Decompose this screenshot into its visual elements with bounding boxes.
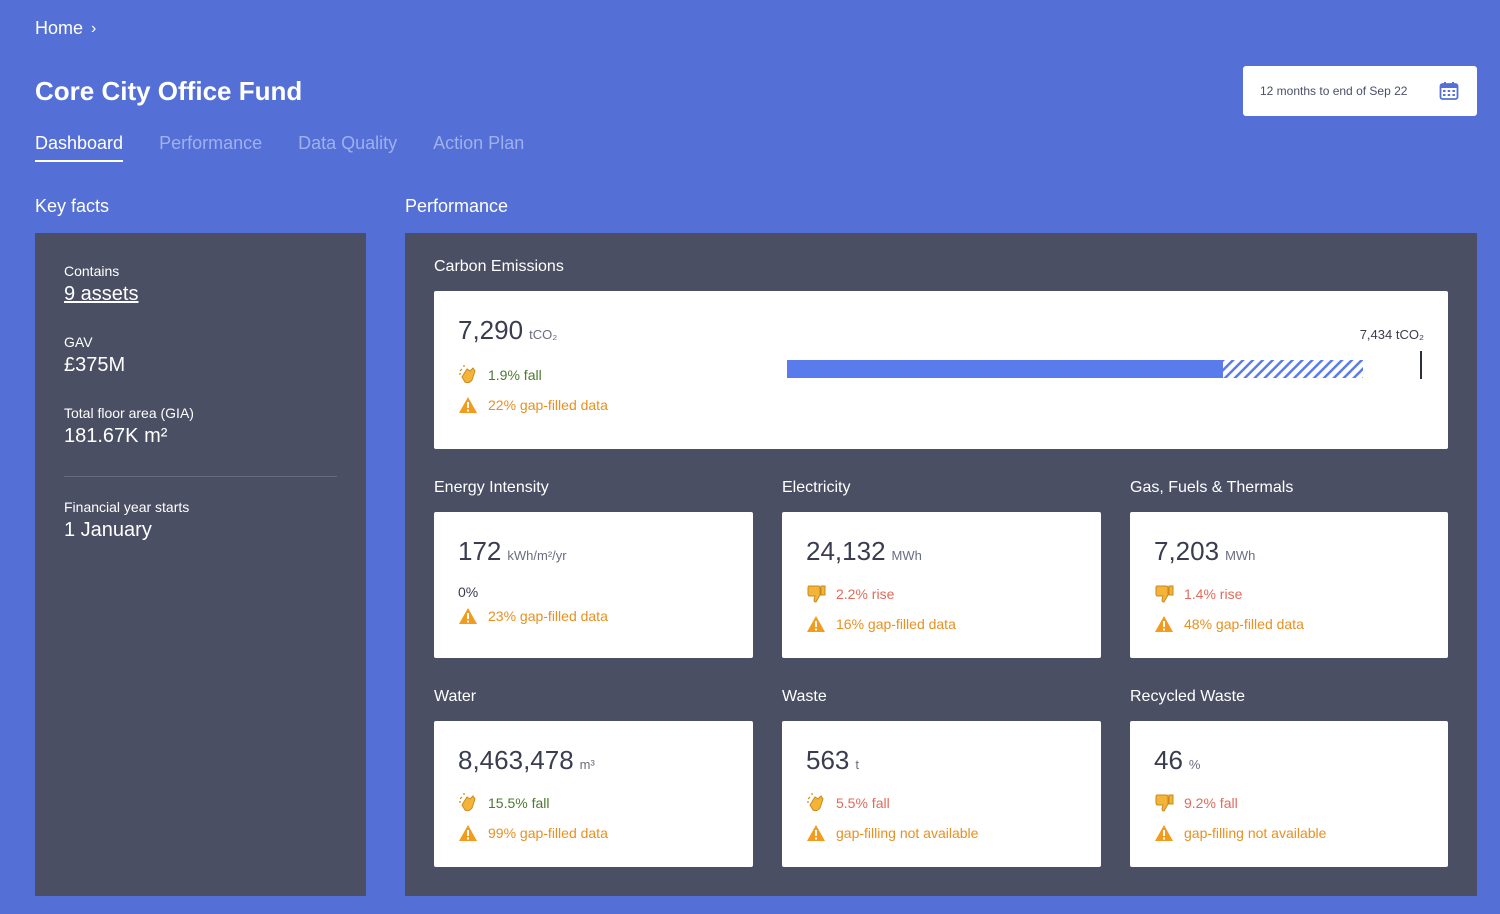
waste-gap: gap-filling not available [836, 825, 979, 841]
water-value: 8,463,478 [458, 745, 574, 775]
waste-change: 5.5% fall [836, 795, 890, 811]
gas-change: 1.4% rise [1184, 586, 1243, 602]
recycled-waste-change: 9.2% fall [1184, 795, 1238, 811]
contains-label: Contains [64, 263, 120, 279]
date-range-label: 12 months to end of Sep 22 [1260, 84, 1408, 98]
divider [64, 476, 337, 477]
water-card[interactable]: 8,463,478 m³ 15.5% fall 99% gap-filled da… [434, 721, 753, 867]
energy-gap: 23% gap-filled data [488, 608, 608, 624]
thumbs-down-icon [806, 584, 826, 604]
gas-card[interactable]: 7,203 MWh 1.4% rise 48% gap-filled data [1130, 512, 1448, 658]
water-gap: 99% gap-filled data [488, 825, 608, 841]
warning-icon [1154, 823, 1174, 843]
carbon-card[interactable]: 7,290 tCO₂ 1.9% fall 22% gap-filled data … [434, 291, 1448, 449]
financial-year-value: 1 January [64, 519, 152, 541]
electricity-gap: 16% gap-filled data [836, 616, 956, 632]
carbon-label: Carbon Emissions [434, 258, 564, 275]
waste-unit: t [855, 757, 860, 772]
energy-label: Energy Intensity [434, 479, 549, 496]
gav-label: GAV [64, 334, 93, 350]
page-title: Core City Office Fund [35, 76, 303, 106]
warning-icon [806, 614, 826, 634]
bar-gapfill [1223, 360, 1363, 378]
thumbs-down-icon [1154, 793, 1174, 813]
performance-panel: Carbon Emissions 7,290 tCO₂ 1.9% fall 22%… [405, 233, 1477, 896]
performance-title: Performance [405, 196, 509, 216]
energy-card[interactable]: 172 kWh/m²/yr 0% 23% gap-filled data [434, 512, 753, 658]
financial-year-label: Financial year starts [64, 499, 190, 515]
bar-actual [787, 360, 1223, 378]
date-range-picker[interactable]: 12 months to end of Sep 22 [1243, 66, 1477, 116]
carbon-progress-bar [787, 351, 1422, 379]
gas-gap: 48% gap-filled data [1184, 616, 1304, 632]
clap-icon [458, 365, 478, 385]
floor-area-label: Total floor area (GIA) [64, 405, 194, 421]
warning-icon [1154, 614, 1174, 634]
water-change: 15.5% fall [488, 795, 550, 811]
clap-icon [458, 793, 478, 813]
electricity-label: Electricity [782, 479, 851, 496]
gas-unit: MWh [1225, 548, 1256, 563]
recycled-waste-gap: gap-filling not available [1184, 825, 1327, 841]
energy-change: 0% [458, 584, 479, 600]
warning-icon [806, 823, 826, 843]
bar-target-marker [1420, 351, 1422, 379]
breadcrumb: Home › [35, 18, 96, 39]
tab-performance[interactable]: Performance [159, 133, 263, 153]
warning-icon [458, 395, 478, 415]
carbon-gap: 22% gap-filled data [488, 397, 608, 413]
energy-value: 172 [458, 536, 502, 566]
waste-card[interactable]: 563 t 5.5% fall gap-filling not available [782, 721, 1101, 867]
waste-label: Waste [782, 688, 827, 705]
carbon-value: 7,290 [458, 315, 524, 345]
warning-icon [458, 606, 478, 626]
key-facts-title: Key facts [35, 196, 110, 216]
recycled-waste-unit: % [1188, 757, 1201, 772]
recycled-waste-card[interactable]: 46% 9.2% fall gap-filling not available [1130, 721, 1448, 867]
thumbs-down-icon [1154, 584, 1174, 604]
electricity-change: 2.2% rise [836, 586, 895, 602]
carbon-unit: tCO₂ [529, 327, 558, 342]
floor-area-value: 181.67K m² [64, 425, 168, 447]
tab-bar: Dashboard Performance Data Quality Actio… [35, 133, 524, 162]
energy-unit: kWh/m²/yr [507, 548, 567, 563]
breadcrumb-home-link[interactable]: Home [35, 18, 84, 38]
gas-value: 7,203 [1154, 536, 1220, 566]
tab-action-plan[interactable]: Action Plan [433, 133, 525, 153]
chevron-right-icon: › [91, 19, 97, 37]
calendar-icon[interactable] [1439, 81, 1459, 101]
water-unit: m³ [579, 757, 595, 772]
electricity-value: 24,132 [806, 536, 886, 566]
tab-dashboard[interactable]: Dashboard [35, 133, 124, 162]
tab-data-quality[interactable]: Data Quality [298, 133, 398, 153]
recycled-waste-value: 46 [1154, 745, 1183, 775]
water-label: Water [434, 688, 477, 705]
warning-icon [458, 823, 478, 843]
carbon-change: 1.9% fall [488, 367, 542, 383]
recycled-waste-label: Recycled Waste [1130, 688, 1245, 705]
gav-value: £375M [64, 354, 126, 376]
electricity-unit: MWh [891, 548, 922, 563]
assets-link[interactable]: 9 assets [64, 283, 139, 305]
waste-value: 563 [806, 745, 850, 775]
gas-label: Gas, Fuels & Thermals [1130, 479, 1294, 496]
clap-icon [806, 793, 826, 813]
carbon-target-label: 7,434 tCO₂ [1359, 327, 1424, 342]
electricity-card[interactable]: 24,132 MWh 2.2% rise 16% gap-filled data [782, 512, 1101, 658]
key-facts-panel: Contains 9 assets GAV £375M Total floor … [35, 233, 366, 896]
